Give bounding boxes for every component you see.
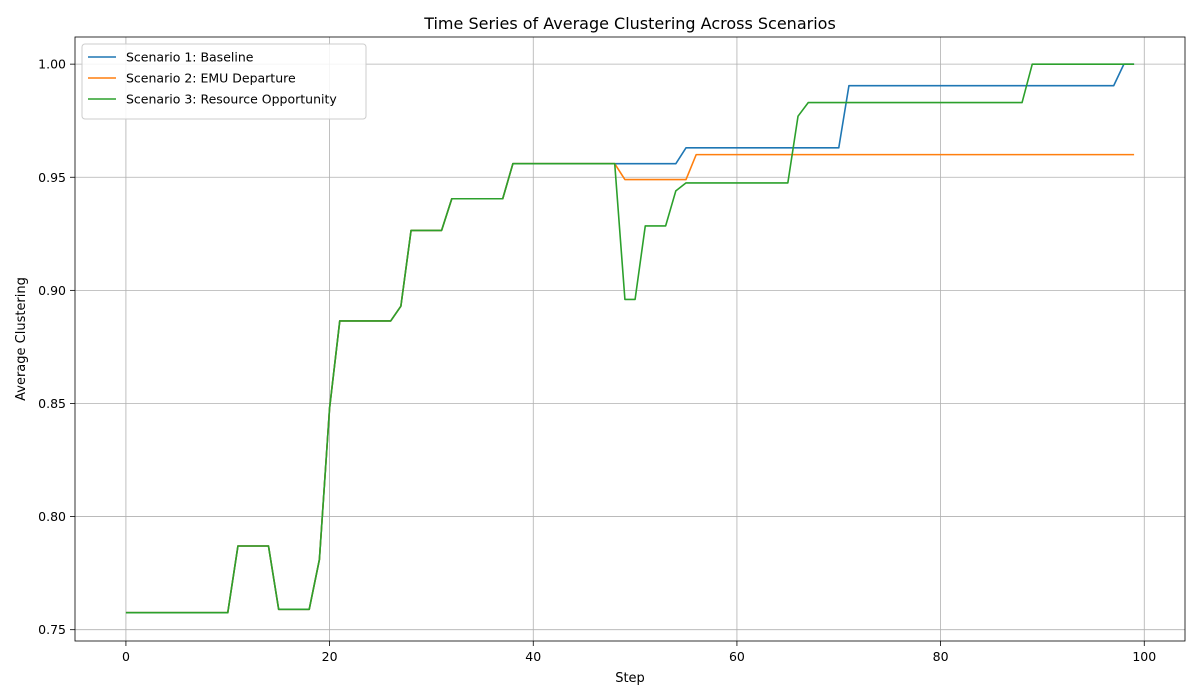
x-tick-label: 60 bbox=[729, 649, 745, 664]
x-tick-label: 40 bbox=[525, 649, 541, 664]
legend-label-2: Scenario 2: EMU Departure bbox=[126, 71, 296, 86]
legend: Scenario 1: Baseline Scenario 2: EMU Depa… bbox=[81, 43, 367, 120]
y-tick-label: 1.00 bbox=[38, 57, 66, 72]
y-axis-label: Average Clustering bbox=[14, 277, 29, 401]
x-tick-label: 80 bbox=[933, 649, 949, 664]
series-lines bbox=[125, 63, 1135, 614]
series-line-3 bbox=[125, 63, 1135, 614]
y-tick-label: 0.80 bbox=[38, 509, 66, 524]
chart-title: Time Series of Average Clustering Across… bbox=[423, 14, 836, 33]
y-tick-label: 0.85 bbox=[38, 396, 66, 411]
y-tick-label: 0.75 bbox=[38, 622, 66, 637]
axis-ticks: 0 20 40 60 80 100 0.75 0.80 0.85 0.90 0.95 1.00 bbox=[38, 57, 1156, 664]
legend-box bbox=[81, 43, 367, 120]
grid-lines bbox=[75, 37, 1185, 641]
legend-label-1: Scenario 1: Baseline bbox=[126, 50, 254, 65]
x-tick-label: 0 bbox=[122, 649, 130, 664]
x-axis-label: Step bbox=[615, 671, 645, 686]
x-tick-label: 100 bbox=[1132, 649, 1156, 664]
y-tick-label: 0.95 bbox=[38, 170, 66, 185]
x-tick-label: 20 bbox=[322, 649, 338, 664]
legend-label-3: Scenario 3: Resource Opportunity bbox=[126, 92, 337, 107]
plot-frame bbox=[74, 36, 1186, 642]
y-tick-label: 0.90 bbox=[38, 283, 66, 298]
